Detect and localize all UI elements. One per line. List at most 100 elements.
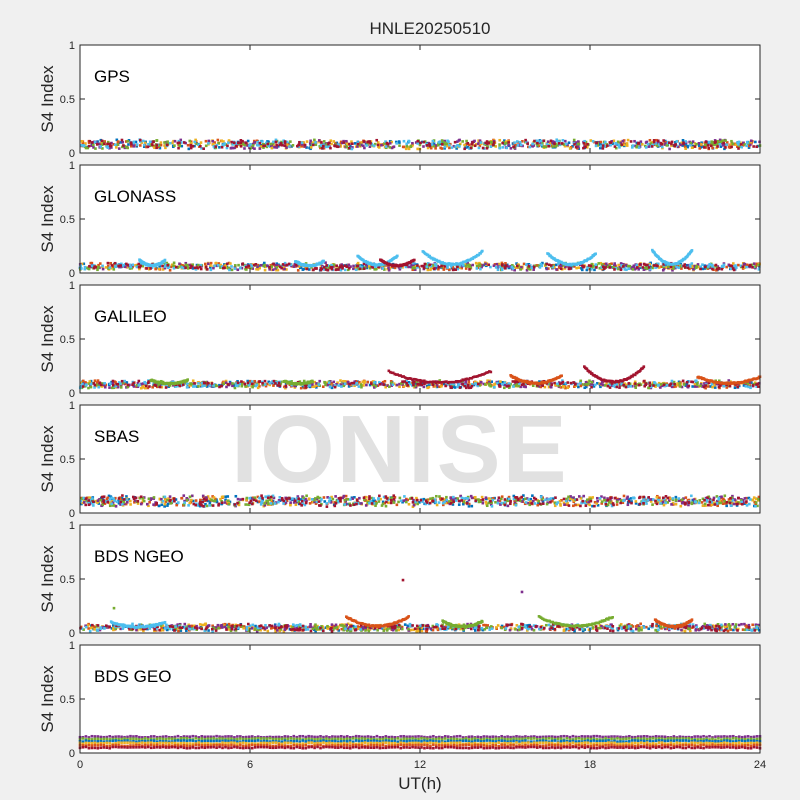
data-point: [239, 141, 243, 145]
data-point: [725, 141, 729, 144]
data-point: [96, 501, 99, 504]
data-point: [755, 262, 759, 266]
data-point: [562, 501, 566, 505]
data-point: [577, 385, 580, 389]
data-point: [503, 266, 507, 270]
data-point: [253, 147, 256, 150]
data-point: [277, 381, 281, 385]
data-point: [558, 143, 562, 147]
data-point: [145, 267, 149, 270]
data-point: [101, 147, 104, 150]
data-point: [138, 265, 142, 269]
data-point: [131, 263, 135, 267]
data-point: [352, 264, 355, 268]
data-point: [515, 381, 519, 385]
data-point: [426, 268, 430, 272]
data-point: [164, 386, 168, 389]
data-point: [115, 146, 118, 149]
data-point: [194, 140, 198, 143]
data-point: [565, 264, 569, 268]
data-point: [512, 494, 516, 498]
data-point: [251, 146, 254, 150]
data-point: [758, 381, 761, 385]
data-point: [293, 386, 297, 389]
data-point: [85, 383, 88, 386]
data-point: [388, 385, 391, 389]
data-point: [498, 499, 502, 503]
data-point: [310, 141, 314, 144]
data-point: [583, 139, 586, 143]
data-point: [579, 497, 583, 500]
data-point: [700, 141, 703, 145]
data-point: [391, 383, 395, 386]
data-point: [554, 263, 558, 267]
data-point: [670, 140, 674, 144]
data-point: [514, 380, 518, 384]
data-point: [346, 380, 350, 384]
data-point: [191, 385, 195, 388]
data-point: [214, 145, 218, 148]
data-point: [716, 504, 719, 508]
data-point: [109, 382, 112, 386]
data-point: [346, 143, 350, 146]
data-point: [698, 147, 702, 150]
data-point: [261, 381, 264, 385]
data-point: [755, 385, 759, 388]
data-point: [222, 382, 226, 386]
data-point: [424, 380, 428, 384]
data-point: [226, 266, 230, 270]
data-point: [670, 267, 674, 271]
data-point: [368, 383, 372, 387]
data-point: [599, 385, 602, 389]
data-point: [280, 380, 283, 384]
data-point: [100, 139, 104, 143]
data-point: [567, 141, 571, 145]
data-point: [95, 499, 98, 503]
data-point: [268, 144, 272, 147]
data-point: [704, 386, 707, 390]
data-point: [691, 498, 695, 502]
data-point: [227, 139, 231, 142]
data-point: [111, 381, 115, 385]
data-point: [114, 496, 117, 500]
data-point: [515, 264, 519, 268]
data-point: [610, 262, 613, 266]
data-point: [591, 139, 595, 143]
data-point: [635, 145, 638, 149]
data-point: [332, 384, 335, 387]
data-point: [470, 504, 474, 508]
data-point: [378, 383, 382, 386]
data-point: [636, 144, 639, 147]
data-point: [219, 263, 223, 267]
data-point: [481, 146, 485, 150]
data-point: [372, 144, 376, 148]
data-point: [656, 141, 660, 145]
data-point: [186, 143, 190, 147]
data-point: [301, 385, 305, 389]
data-point: [549, 385, 553, 389]
data-point: [199, 267, 203, 271]
data-point: [449, 382, 453, 385]
data-point: [215, 500, 219, 504]
data-point: [577, 147, 581, 150]
data-point: [735, 504, 739, 507]
data-point: [103, 381, 107, 385]
data-point: [482, 263, 485, 267]
data-point: [181, 383, 185, 386]
data-point: [401, 266, 404, 269]
data-point: [198, 265, 202, 269]
data-point: [330, 267, 334, 271]
data-point: [673, 266, 677, 270]
data-point: [111, 383, 115, 387]
data-point: [731, 142, 735, 146]
data-point: [212, 145, 216, 148]
data-point: [300, 141, 304, 145]
data-point: [718, 499, 722, 503]
figure-title: HNLE20250510: [370, 19, 491, 38]
data-point: [537, 142, 541, 146]
data-point: [412, 261, 415, 265]
data-point: [626, 138, 630, 142]
data-point: [615, 383, 619, 387]
data-point: [258, 266, 261, 270]
data-point: [639, 266, 643, 270]
